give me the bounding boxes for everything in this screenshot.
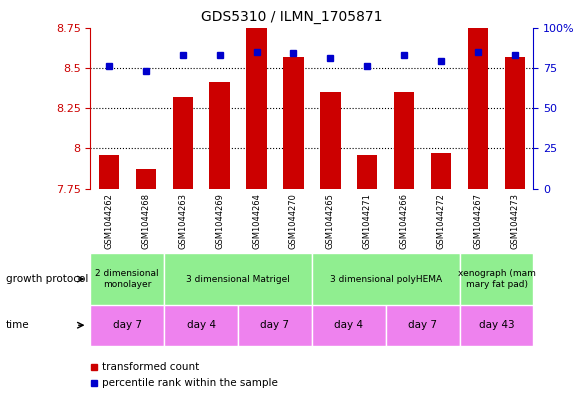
Text: 3 dimensional polyHEMA: 3 dimensional polyHEMA (330, 275, 442, 283)
Bar (431, 153, 451, 189)
Text: GSM1044265: GSM1044265 (326, 193, 335, 249)
Text: GSM1044270: GSM1044270 (289, 193, 298, 249)
Bar (312, 305, 386, 346)
Text: day 7: day 7 (113, 320, 142, 330)
Text: day 7: day 7 (261, 320, 290, 330)
Bar (320, 92, 340, 189)
Text: day 4: day 4 (334, 320, 363, 330)
Bar (468, 8, 488, 189)
Text: GSM1044267: GSM1044267 (473, 193, 483, 249)
Text: percentile rank within the sample: percentile rank within the sample (102, 378, 278, 388)
Bar (459, 305, 533, 346)
Text: GSM1044264: GSM1044264 (252, 193, 261, 249)
Text: day 43: day 43 (479, 320, 514, 330)
Text: transformed count: transformed count (102, 362, 199, 373)
Text: GSM1044271: GSM1044271 (363, 193, 372, 249)
Text: GSM1044273: GSM1044273 (511, 193, 519, 249)
Bar (247, 7, 266, 189)
Text: GSM1044268: GSM1044268 (141, 193, 150, 249)
Bar (386, 305, 459, 346)
Text: 3 dimensional Matrigel: 3 dimensional Matrigel (186, 275, 290, 283)
Text: GSM1044263: GSM1044263 (178, 193, 187, 249)
Bar (90, 305, 164, 346)
Bar (505, 57, 525, 189)
Text: day 4: day 4 (187, 320, 216, 330)
Bar (283, 57, 304, 189)
Bar (90, 253, 164, 305)
Text: growth protocol: growth protocol (6, 274, 88, 284)
Text: GSM1044266: GSM1044266 (400, 193, 409, 249)
Bar (164, 305, 238, 346)
Text: 2 dimensional
monolayer: 2 dimensional monolayer (96, 269, 159, 289)
Bar (209, 82, 230, 189)
Text: GSM1044272: GSM1044272 (437, 193, 445, 249)
Bar (164, 253, 312, 305)
Text: GDS5310 / ILMN_1705871: GDS5310 / ILMN_1705871 (201, 10, 382, 24)
Bar (312, 253, 459, 305)
Text: xenograph (mam
mary fat pad): xenograph (mam mary fat pad) (458, 269, 535, 289)
Text: day 7: day 7 (408, 320, 437, 330)
Bar (173, 97, 193, 189)
Text: GSM1044269: GSM1044269 (215, 193, 224, 249)
Bar (394, 92, 415, 189)
Bar (357, 155, 377, 189)
Bar (136, 169, 156, 189)
Bar (238, 305, 312, 346)
Bar (99, 155, 119, 189)
Bar (459, 253, 533, 305)
Text: GSM1044262: GSM1044262 (104, 193, 113, 249)
Text: time: time (6, 320, 30, 330)
